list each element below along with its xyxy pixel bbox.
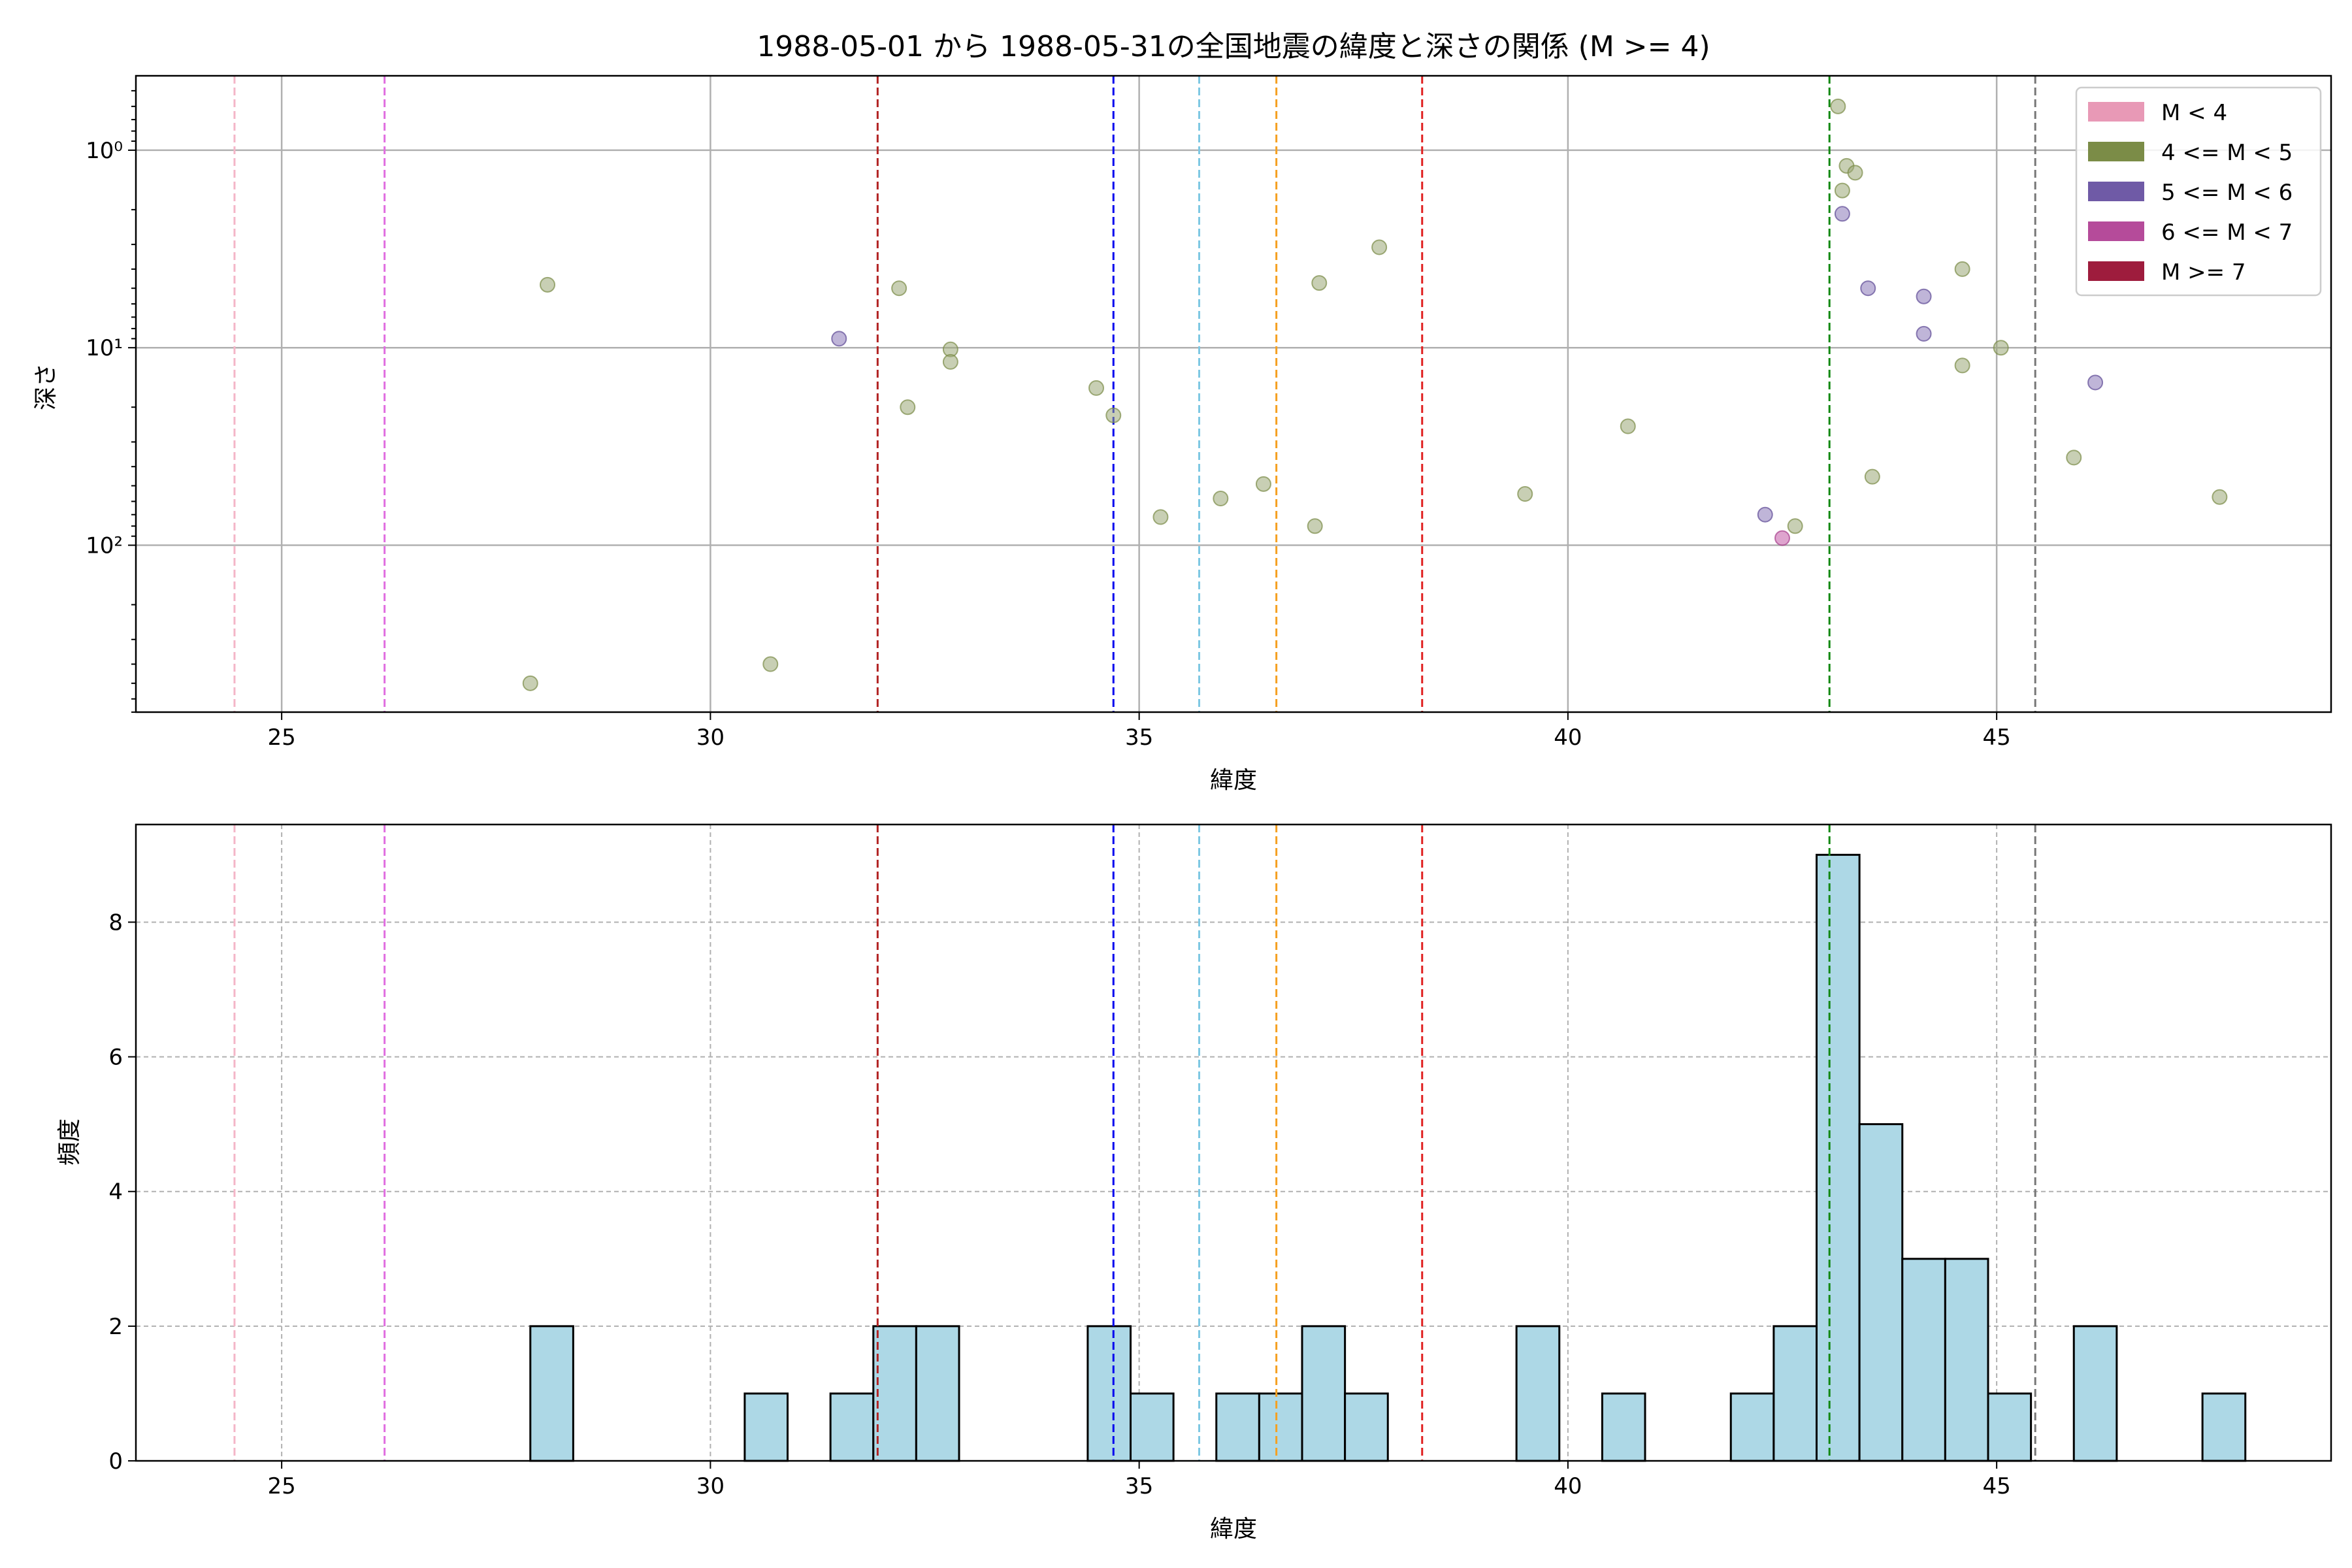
x-tick-label: 40 <box>1554 1473 1582 1499</box>
y-tick-label: 6 <box>108 1045 123 1071</box>
histogram-bar <box>1130 1392 1175 1462</box>
y-tick-label: 10⁰ <box>86 138 123 164</box>
data-point <box>1774 530 1790 546</box>
data-point <box>831 331 847 347</box>
y-tick-label: 10¹ <box>86 335 123 361</box>
histogram-bar <box>1215 1392 1260 1462</box>
data-point <box>1152 509 1169 525</box>
data-point <box>1954 357 1970 374</box>
plot-frame <box>135 74 2332 713</box>
histogram-bar <box>1729 1392 1775 1462</box>
y-axis-label: 深さ <box>33 363 59 410</box>
data-point <box>2066 449 2082 466</box>
legend: M < 4 4 <= M < 5 5 <= M < 6 6 <= M < 7 M >= … <box>2075 86 2322 297</box>
data-point <box>2212 489 2228 505</box>
histogram-bar <box>1987 1392 2033 1462</box>
histogram-bar <box>2072 1325 2118 1462</box>
histogram-bar <box>529 1325 574 1462</box>
data-point <box>1307 518 1323 534</box>
histogram-bar <box>1601 1392 1646 1462</box>
x-tick-label: 35 <box>1125 1473 1153 1499</box>
x-tick-label: 40 <box>1554 725 1582 751</box>
data-point <box>2087 374 2104 391</box>
legend-swatch <box>2088 261 2144 281</box>
legend-swatch <box>2088 221 2144 241</box>
data-point <box>1255 476 1271 492</box>
histogram-bar <box>2201 1392 2247 1462</box>
x-tick-label: 25 <box>267 725 295 751</box>
y-axis-label: 頻度 <box>56 1119 83 1166</box>
data-point <box>1371 239 1388 255</box>
histogram-bar <box>1901 1258 1946 1462</box>
histogram-bar <box>1772 1325 1818 1462</box>
legend-label: 5 <= M < 6 <box>2161 180 2293 206</box>
histogram-bar <box>1258 1392 1303 1462</box>
data-point <box>1213 490 1229 506</box>
data-point <box>1088 380 1104 396</box>
legend-swatch <box>2088 102 2144 122</box>
data-point <box>891 280 907 297</box>
histogram-bar <box>1944 1258 1989 1462</box>
x-axis-label: 緯度 <box>1210 767 1257 794</box>
histogram-bar <box>829 1392 875 1462</box>
data-point <box>1954 261 1970 277</box>
data-point <box>540 276 555 293</box>
scatter-plot: 25 30 35 40 45 10⁰ 10¹ 10² <box>86 74 2332 751</box>
data-point <box>1834 206 1850 222</box>
histogram-bar <box>1816 853 1861 1462</box>
data-point <box>1517 486 1533 502</box>
x-tick-label: 35 <box>1125 725 1153 751</box>
data-point <box>1993 340 2009 356</box>
x-tick-label: 25 <box>267 1473 295 1499</box>
data-point <box>1757 506 1773 523</box>
histogram-bar <box>872 1325 917 1462</box>
data-point <box>1620 418 1636 434</box>
data-point <box>1830 98 1846 114</box>
plot-frame <box>135 823 2332 1462</box>
data-point <box>1916 325 1932 342</box>
legend-box <box>2075 86 2322 297</box>
legend-label: M < 4 <box>2161 100 2227 126</box>
chart-title: 1988-05-01 から 1988-05-31の全国地震の緯度と深さの関係 (… <box>757 30 1710 63</box>
histogram-bar <box>1086 1325 1132 1462</box>
x-tick-label: 45 <box>1982 1473 2010 1499</box>
x-tick-label: 30 <box>696 725 725 751</box>
x-tick-label: 45 <box>1982 725 2010 751</box>
legend-swatch <box>2088 182 2144 201</box>
histogram-bar <box>1515 1325 1561 1462</box>
y-tick-label: 0 <box>108 1448 123 1475</box>
x-axis-label: 緯度 <box>1210 1516 1257 1543</box>
data-point <box>1916 288 1932 304</box>
data-point <box>1847 165 1863 181</box>
histogram-bar <box>743 1392 789 1462</box>
y-tick-label: 4 <box>108 1179 123 1205</box>
data-point <box>942 353 958 370</box>
histogram-bar <box>1301 1325 1347 1462</box>
data-point <box>1860 280 1876 297</box>
data-point <box>900 399 916 416</box>
histogram-bar <box>1344 1392 1389 1462</box>
histogram-bar <box>915 1325 960 1462</box>
legend-label: 6 <= M < 7 <box>2161 220 2293 246</box>
legend-label: M >= 7 <box>2161 259 2246 286</box>
x-tick-label: 30 <box>696 1473 725 1499</box>
y-tick-label: 2 <box>108 1314 123 1340</box>
y-tick-label: 10² <box>86 533 123 559</box>
legend-swatch <box>2088 142 2144 161</box>
data-point <box>522 675 538 691</box>
data-point <box>1864 468 1880 485</box>
legend-label: 4 <= M < 5 <box>2161 140 2293 166</box>
histogram-plot: 25 30 35 40 45 0 2 4 6 8 <box>108 823 2332 1499</box>
data-point <box>1787 518 1803 534</box>
data-point <box>1105 407 1122 423</box>
data-point <box>1834 182 1850 199</box>
y-tick-label: 8 <box>108 909 123 936</box>
histogram-bar <box>1858 1123 1904 1462</box>
data-point <box>762 656 779 672</box>
data-point <box>1311 275 1328 291</box>
